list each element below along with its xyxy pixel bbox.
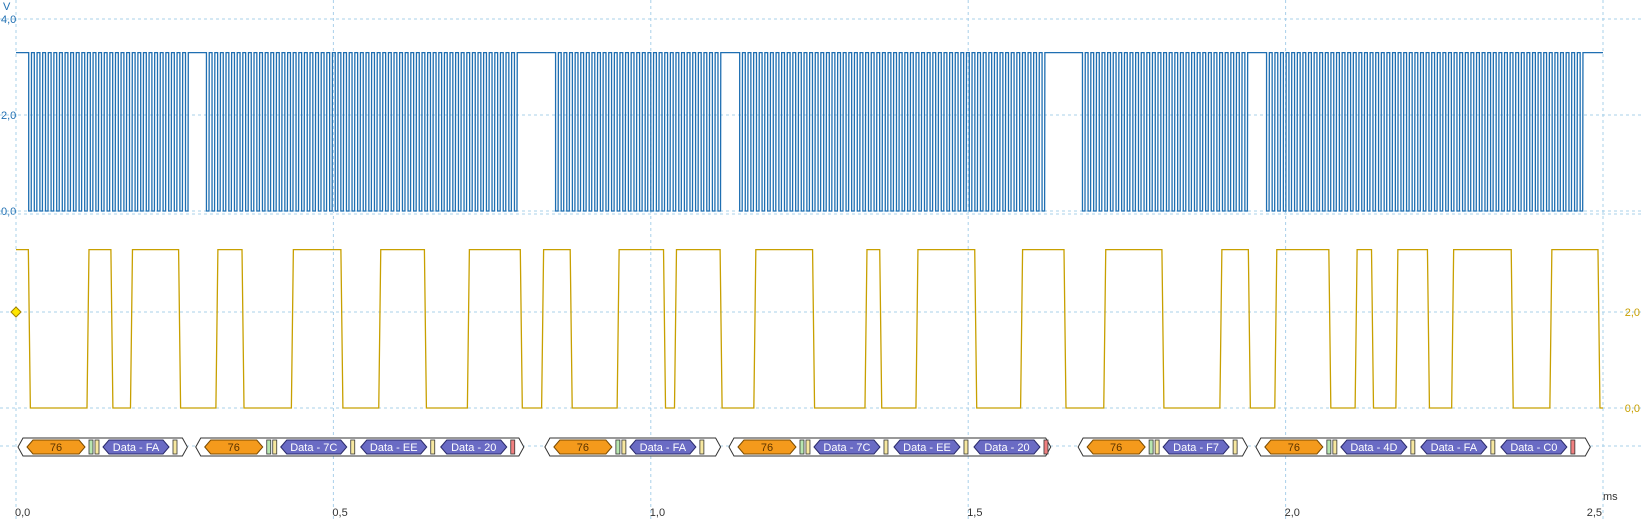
- bus-data-packet: [973, 439, 1041, 455]
- channel-b-trace: [10, 248, 1603, 409]
- bus-data-packet: [280, 439, 348, 455]
- bus-address-label: 76: [1110, 442, 1122, 454]
- bus-data-packet: [440, 439, 508, 455]
- bus-ack-bit: [1410, 439, 1416, 455]
- channel-b-tick-label: 0,0: [1625, 403, 1640, 415]
- x-tick-label: 1,0: [650, 507, 665, 519]
- channel-b-waveform: [16, 248, 1603, 409]
- bus-frame: [195, 437, 525, 457]
- axis-labels: V ms: [3, 1, 1618, 503]
- bus-ack-bit: [430, 439, 436, 455]
- bus-data-packet: [893, 439, 961, 455]
- bus-ack-bit: [963, 439, 969, 455]
- bus-data-label: Data - EE: [370, 442, 418, 454]
- bus-data-packet: [360, 439, 428, 455]
- channel-b-level-marker: [10, 306, 22, 318]
- channel-a-tick-label: 2,0: [1, 110, 16, 122]
- bus-data-label: Data - 20: [984, 442, 1029, 454]
- bus-data-label: Data - 20: [451, 442, 496, 454]
- bus-ack-bit: [94, 439, 100, 455]
- bus-ack-bit: [805, 439, 811, 455]
- bus-ack-bit: [1154, 439, 1160, 455]
- bus-data-label: Data - 7C: [290, 442, 337, 454]
- x-tick-label: 0,0: [15, 507, 30, 519]
- bus-ack-bit: [272, 439, 278, 455]
- channel-a-trace: [16, 51, 1603, 212]
- serial-decode-bus: 76 Data - FA 76 Data - 7C Data - EE Data - 20…: [17, 437, 1591, 457]
- bus-address-label: 76: [577, 442, 589, 454]
- bus-data-label: Data - EE: [903, 442, 951, 454]
- x-tick-label: 0,5: [332, 507, 347, 519]
- x-tick-label: 1,5: [967, 507, 982, 519]
- bus-data-label: Data - 4D: [1350, 442, 1397, 454]
- channel-a-tick-label: 0,0: [1, 206, 16, 218]
- bus-address-packet: [26, 439, 86, 455]
- bus-address-packet: [553, 439, 613, 455]
- bus-rw-bit: [1148, 439, 1154, 455]
- bus-data-packet: [629, 439, 697, 455]
- bus-address-label: 76: [50, 442, 62, 454]
- channel-a-waveform: [16, 51, 1603, 212]
- channel-a-tick-label: 4,0: [1, 14, 16, 26]
- bus-ack-bit: [699, 439, 705, 455]
- bus-address-label: 76: [761, 442, 773, 454]
- bus-data-packet: [1340, 439, 1408, 455]
- bus-ack-bit: [172, 439, 178, 455]
- bus-rw-bit: [799, 439, 805, 455]
- bus-data-label: Data - FA: [640, 442, 687, 454]
- bus-rw-bit: [615, 439, 621, 455]
- bus-address-packet: [1086, 439, 1146, 455]
- bus-data-label: Data - FA: [113, 442, 160, 454]
- bus-data-label: Data - C0: [1510, 442, 1557, 454]
- bus-ack-bit: [1232, 439, 1238, 455]
- bus-ack-bit: [1490, 439, 1496, 455]
- bus-rw-bit: [1326, 439, 1332, 455]
- bus-rw-bit: [266, 439, 272, 455]
- bus-ack-bit: [1332, 439, 1338, 455]
- bus-data-packet: [102, 439, 170, 455]
- bus-ack-bit: [621, 439, 627, 455]
- bus-data-packet: [1162, 439, 1230, 455]
- bus-data-label: Data - FA: [1431, 442, 1478, 454]
- bus-address-packet: [1264, 439, 1324, 455]
- bus-rw-bit: [88, 439, 94, 455]
- bus-ack-bit: [1570, 439, 1576, 455]
- bus-data-packet: [813, 439, 881, 455]
- bus-data-label: Data - F7: [1173, 442, 1219, 454]
- bus-address-packet: [737, 439, 797, 455]
- bus-ack-bit: [883, 439, 889, 455]
- bus-address-label: 76: [228, 442, 240, 454]
- x-tick-label: 2,5: [1587, 507, 1602, 519]
- x-unit-label: ms: [1603, 491, 1618, 503]
- channel-b-tick-label: 2,0: [1625, 307, 1640, 319]
- x-tick-label: 2,0: [1285, 507, 1300, 519]
- channel-a-unit-label: V: [3, 1, 11, 13]
- bus-data-packet: [1500, 439, 1568, 455]
- bus-address-packet: [204, 439, 264, 455]
- bus-data-packet: [1420, 439, 1488, 455]
- bus-ack-bit: [1043, 439, 1049, 455]
- bus-ack-bit: [510, 439, 516, 455]
- bus-data-label: Data - 7C: [823, 442, 870, 454]
- bus-address-label: 76: [1288, 442, 1300, 454]
- bus-ack-bit: [350, 439, 356, 455]
